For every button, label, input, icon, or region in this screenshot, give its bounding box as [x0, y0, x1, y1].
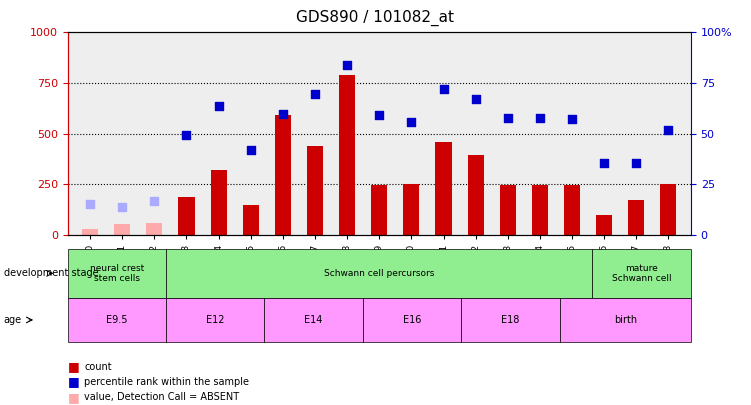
Bar	[179, 198, 195, 235]
Bar	[371, 185, 388, 235]
Bar	[82, 229, 98, 235]
Bar	[499, 185, 516, 235]
Text: birth: birth	[614, 315, 637, 325]
Bar	[629, 200, 644, 235]
Point	[149, 198, 161, 205]
Bar	[532, 185, 548, 235]
Text: neural crest
stem cells: neural crest stem cells	[89, 264, 144, 283]
Point	[469, 96, 481, 102]
Point	[84, 200, 96, 207]
Point	[662, 126, 674, 133]
Text: ■: ■	[68, 391, 80, 404]
Text: GDS890 / 101082_at: GDS890 / 101082_at	[297, 10, 454, 26]
Text: age: age	[4, 315, 22, 325]
Text: ■: ■	[68, 360, 80, 373]
Point	[406, 118, 418, 125]
Point	[116, 203, 128, 210]
Text: mature
Schwann cell: mature Schwann cell	[612, 264, 671, 283]
Point	[534, 115, 546, 122]
Point	[341, 62, 353, 68]
Point	[180, 131, 192, 138]
Text: percentile rank within the sample: percentile rank within the sample	[84, 377, 249, 387]
Point	[598, 160, 610, 166]
Point	[566, 116, 578, 123]
Text: development stage: development stage	[4, 269, 98, 278]
Bar	[596, 215, 612, 235]
Bar	[564, 185, 580, 235]
Point	[277, 111, 289, 118]
Bar	[403, 184, 419, 235]
Point	[630, 160, 642, 166]
Point	[245, 147, 257, 153]
Text: value, Detection Call = ABSENT: value, Detection Call = ABSENT	[84, 392, 240, 402]
Bar	[436, 142, 451, 235]
Bar	[339, 75, 355, 235]
Point	[213, 103, 225, 110]
Bar	[660, 184, 677, 235]
Bar	[146, 223, 162, 235]
Bar	[210, 170, 227, 235]
Text: E9.5: E9.5	[106, 315, 128, 325]
Bar	[114, 224, 130, 235]
Bar	[307, 146, 323, 235]
Point	[373, 112, 385, 119]
Bar	[468, 155, 484, 235]
Point	[438, 86, 450, 92]
Text: E16: E16	[403, 315, 421, 325]
Text: E14: E14	[304, 315, 323, 325]
Text: E12: E12	[206, 315, 225, 325]
Bar	[275, 115, 291, 235]
Bar	[243, 205, 259, 235]
Text: Schwann cell percursors: Schwann cell percursors	[324, 269, 434, 278]
Text: ■: ■	[68, 375, 80, 388]
Text: count: count	[84, 362, 112, 371]
Point	[502, 115, 514, 122]
Text: E18: E18	[502, 315, 520, 325]
Point	[309, 91, 321, 98]
